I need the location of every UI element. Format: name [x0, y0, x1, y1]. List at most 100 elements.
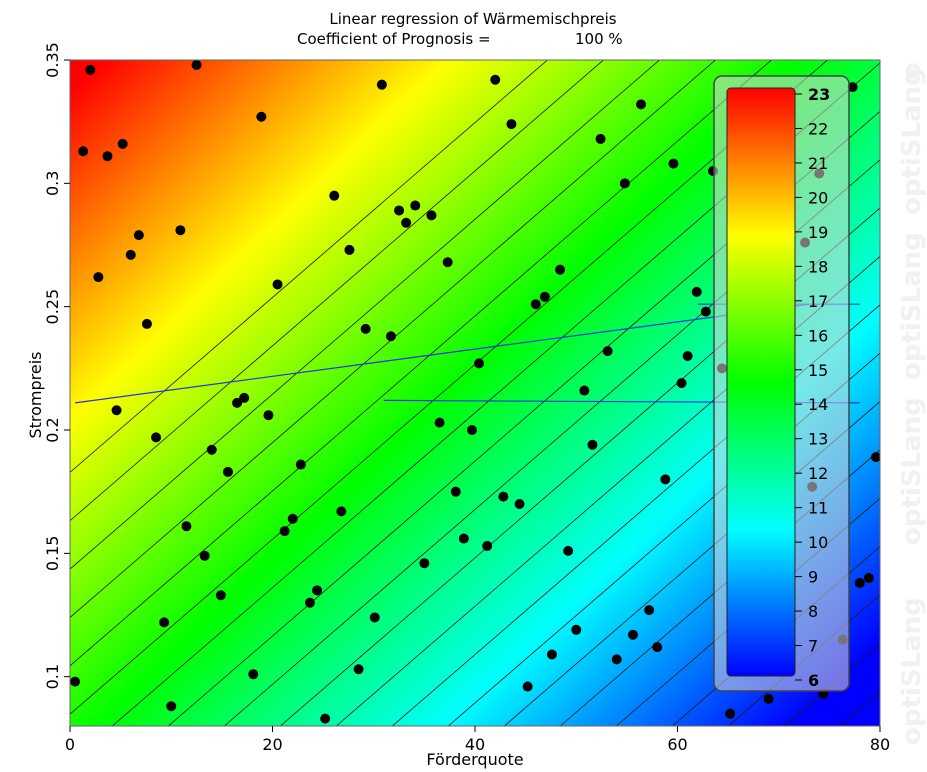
colorbar-tick-label: 11: [808, 499, 828, 518]
data-point: [279, 526, 290, 537]
colorbar-tick-label: 6: [808, 671, 819, 690]
iso-line: [503, 401, 880, 726]
colorbar-tick-label: 14: [808, 395, 828, 414]
iso-line: [167, 110, 880, 726]
iso-line: [559, 449, 880, 726]
data-point: [474, 358, 485, 369]
data-point: [546, 649, 557, 660]
data-point: [111, 405, 122, 416]
data-point: [166, 701, 177, 712]
chart-subtitle-label: Coefficient of Prognosis =: [297, 30, 491, 48]
iso-line: [70, 60, 549, 473]
colorbar-tick-label: 13: [808, 430, 828, 449]
data-point: [181, 521, 192, 532]
colorbar-tick-label: 17: [808, 292, 828, 311]
y-axis: 0.1 0.15 0.2 0.25 0.3 0.35: [43, 42, 70, 689]
y-tick-label: 0.1: [43, 664, 62, 689]
colorbar-tick-label: 8: [808, 602, 818, 621]
data-point: [700, 306, 711, 317]
data-point: [151, 432, 162, 443]
data-point: [458, 533, 469, 544]
data-point: [410, 200, 421, 211]
data-point: [539, 291, 550, 302]
data-point: [863, 573, 874, 583]
data-point: [232, 397, 243, 408]
watermark: optiSLang optiSLang optiSLang optiSLang …: [897, 62, 927, 745]
data-point: [239, 392, 250, 403]
data-point: [619, 178, 630, 189]
data-point: [725, 708, 736, 719]
chart-subtitle-value: 100 %: [575, 30, 623, 48]
watermark-text: o: [897, 62, 927, 80]
data-point: [434, 417, 445, 428]
data-point: [78, 146, 89, 157]
colorbar-tick-label: 12: [808, 464, 828, 483]
data-point: [579, 385, 590, 396]
y-tick-label: 0.15: [43, 536, 62, 572]
data-point: [344, 244, 355, 255]
data-point: [870, 452, 880, 463]
chart-title: Linear regression of Wärmemischpreis: [329, 10, 616, 28]
iso-line: [70, 60, 661, 570]
data-point: [336, 506, 347, 517]
data-point: [627, 629, 638, 640]
y-axis-label: Strompreis: [26, 351, 45, 438]
data-point: [636, 99, 647, 110]
data-point: [256, 111, 267, 122]
data-point: [682, 351, 693, 361]
data-point: [490, 74, 501, 85]
data-point: [450, 486, 461, 497]
data-point: [215, 590, 226, 601]
data-point: [248, 669, 259, 680]
colorbar-legend: 23 22 21 20 19 18 17 16 15 14 13 12 11 10 9 8 7 6: [713, 75, 850, 692]
data-point: [644, 605, 655, 616]
watermark-text: optiSLang: [897, 397, 927, 545]
data-point: [93, 272, 104, 283]
x-tick-label: 40: [465, 735, 485, 754]
data-point: [385, 331, 396, 342]
data-point: [530, 299, 541, 310]
iso-line: [70, 60, 605, 522]
data-point: [514, 499, 525, 509]
data-point: [482, 540, 493, 551]
data-point: [159, 617, 170, 628]
colorbar-tick-label: 9: [808, 568, 818, 587]
data-point: [376, 79, 387, 90]
watermark-text: optiSLang: [897, 67, 927, 215]
colorbar-tick-label: 19: [808, 223, 828, 242]
iso-line: [70, 60, 773, 667]
data-point: [304, 597, 315, 608]
data-point: [360, 323, 371, 334]
data-point: [652, 642, 663, 653]
y-tick-label: 0.2: [43, 417, 62, 442]
data-point: [442, 257, 453, 268]
y-tick-label: 0.35: [43, 42, 62, 78]
data-point: [287, 513, 298, 524]
data-point: [117, 138, 128, 149]
colorbar-tick-label: 16: [808, 326, 828, 345]
data-point: [70, 676, 81, 687]
x-axis-label: Förderquote: [426, 750, 523, 769]
data-point: [763, 693, 774, 704]
data-point: [498, 491, 509, 502]
data-point: [175, 225, 186, 236]
data-point: [141, 318, 152, 329]
iso-line: [70, 60, 717, 618]
y-tick-label: 0.25: [43, 289, 62, 325]
data-point: [419, 558, 430, 569]
colorbar-tick-label: 22: [808, 119, 828, 138]
data-point: [563, 545, 574, 556]
colorbar-tick-label: 10: [808, 533, 828, 552]
data-point: [426, 210, 437, 221]
data-point: [206, 444, 217, 455]
colorbar-gradient: [726, 87, 796, 677]
data-point: [595, 133, 606, 144]
data-point: [602, 346, 613, 357]
data-point: [263, 410, 274, 421]
data-point: [85, 64, 96, 75]
data-point: [222, 466, 233, 477]
data-point: [847, 82, 858, 93]
data-point: [506, 119, 517, 130]
data-point: [571, 624, 582, 635]
x-tick-label: 20: [262, 735, 282, 754]
